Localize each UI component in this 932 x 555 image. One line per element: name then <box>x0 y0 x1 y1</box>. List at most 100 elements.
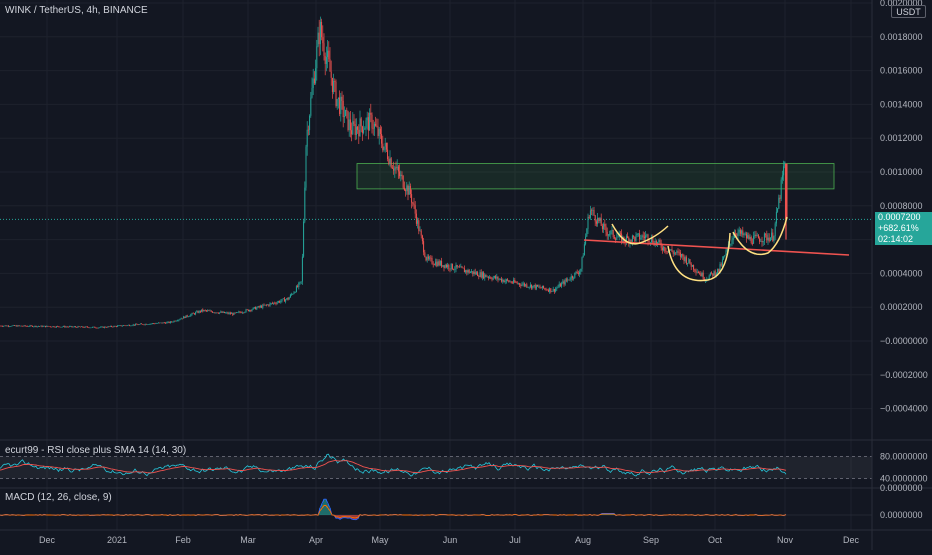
candle-body <box>627 236 629 238</box>
candle-body <box>225 312 227 314</box>
candle-body <box>771 232 773 238</box>
candle-body <box>636 233 638 236</box>
candle-body <box>150 323 152 325</box>
candle-body <box>102 326 104 328</box>
macd-title: MACD (12, 26, close, 9) <box>5 492 112 503</box>
candle-body <box>756 235 758 236</box>
time-axis-label: Apr <box>309 535 323 545</box>
candle-body <box>731 240 733 244</box>
candle-body <box>127 324 129 326</box>
candle-body <box>598 217 600 222</box>
candle-body <box>701 272 703 277</box>
candle-body <box>571 276 573 279</box>
candle-body <box>617 236 619 238</box>
candle-body <box>414 205 416 214</box>
candle-body <box>689 259 691 264</box>
candle-body <box>209 310 211 312</box>
candle-body <box>748 235 750 240</box>
candle-body <box>395 167 397 169</box>
candle-body <box>273 302 275 304</box>
price-axis-label: 0.0012000 <box>880 133 923 143</box>
candle-body <box>75 326 77 328</box>
candle-body <box>275 303 277 305</box>
candle-body <box>293 292 295 294</box>
candle-body <box>243 312 245 314</box>
symbol-title: WINK / TetherUS, 4h, BINANCE <box>5 5 148 16</box>
candle-body <box>136 323 138 325</box>
candle-body <box>633 235 635 237</box>
candle-body <box>240 312 242 313</box>
candle-body <box>609 234 611 235</box>
candle-body <box>447 264 449 268</box>
candle-body <box>19 325 21 327</box>
candle-body <box>310 97 312 116</box>
candle-body <box>521 284 523 286</box>
candle-body <box>690 263 692 267</box>
candle-body <box>263 304 265 306</box>
candle-body <box>348 119 350 130</box>
candle-body <box>528 286 530 288</box>
candle-body <box>226 312 228 314</box>
candle-body <box>180 318 182 320</box>
candle-body <box>303 221 305 257</box>
candle-body <box>603 223 605 230</box>
candle-body <box>545 288 547 290</box>
candle-body <box>251 309 253 311</box>
candle-body <box>331 77 333 92</box>
candle-body <box>672 251 674 254</box>
candle-body <box>654 240 656 246</box>
candle-body <box>138 324 140 325</box>
candle-body <box>319 21 321 45</box>
candle-body <box>778 197 780 209</box>
candle-body <box>72 326 74 328</box>
candle-body <box>499 278 501 280</box>
candle-body <box>66 326 68 328</box>
candle-body <box>87 326 89 328</box>
candle-body <box>431 257 433 264</box>
candle-body <box>780 179 782 199</box>
candle-body <box>713 271 715 276</box>
candle-body <box>510 281 512 283</box>
candle-body <box>250 309 252 311</box>
candle-body <box>643 236 645 238</box>
candle-body <box>439 260 441 266</box>
candle-body <box>336 99 338 107</box>
candle-body <box>772 232 774 241</box>
candle-body <box>172 321 174 323</box>
candle-body <box>607 234 609 236</box>
candle-body <box>538 286 540 288</box>
candle-body <box>412 202 414 204</box>
candle-body <box>312 78 314 89</box>
candle-body <box>23 325 25 327</box>
candle-body <box>691 265 693 267</box>
candle-body <box>215 312 217 314</box>
candle-body <box>738 229 740 233</box>
candle-body <box>199 310 201 312</box>
candle-body <box>463 268 465 273</box>
candle-body <box>498 279 500 280</box>
candle-body <box>390 158 392 168</box>
candle-body <box>105 326 107 328</box>
rsi-axis-label: 40.0000000 <box>880 474 928 484</box>
candle-body <box>399 171 401 177</box>
candle-body <box>321 21 323 38</box>
candle-body <box>142 324 144 325</box>
candle-body <box>741 230 743 234</box>
candle-body <box>387 149 389 160</box>
candle-body <box>1 326 3 327</box>
candle-body <box>129 324 131 326</box>
candle-body <box>249 309 251 312</box>
currency-badge[interactable]: USDT <box>891 5 926 18</box>
candle-body <box>353 121 355 125</box>
candle-body <box>503 279 505 283</box>
candle-body <box>18 325 20 327</box>
candle-body <box>454 269 456 270</box>
candle-body <box>613 236 615 239</box>
candle-body <box>228 312 230 314</box>
candle-body <box>183 316 185 319</box>
candle-body <box>597 217 599 224</box>
candle-body <box>103 326 105 328</box>
candle-body <box>229 312 231 314</box>
candle-body <box>684 257 686 262</box>
